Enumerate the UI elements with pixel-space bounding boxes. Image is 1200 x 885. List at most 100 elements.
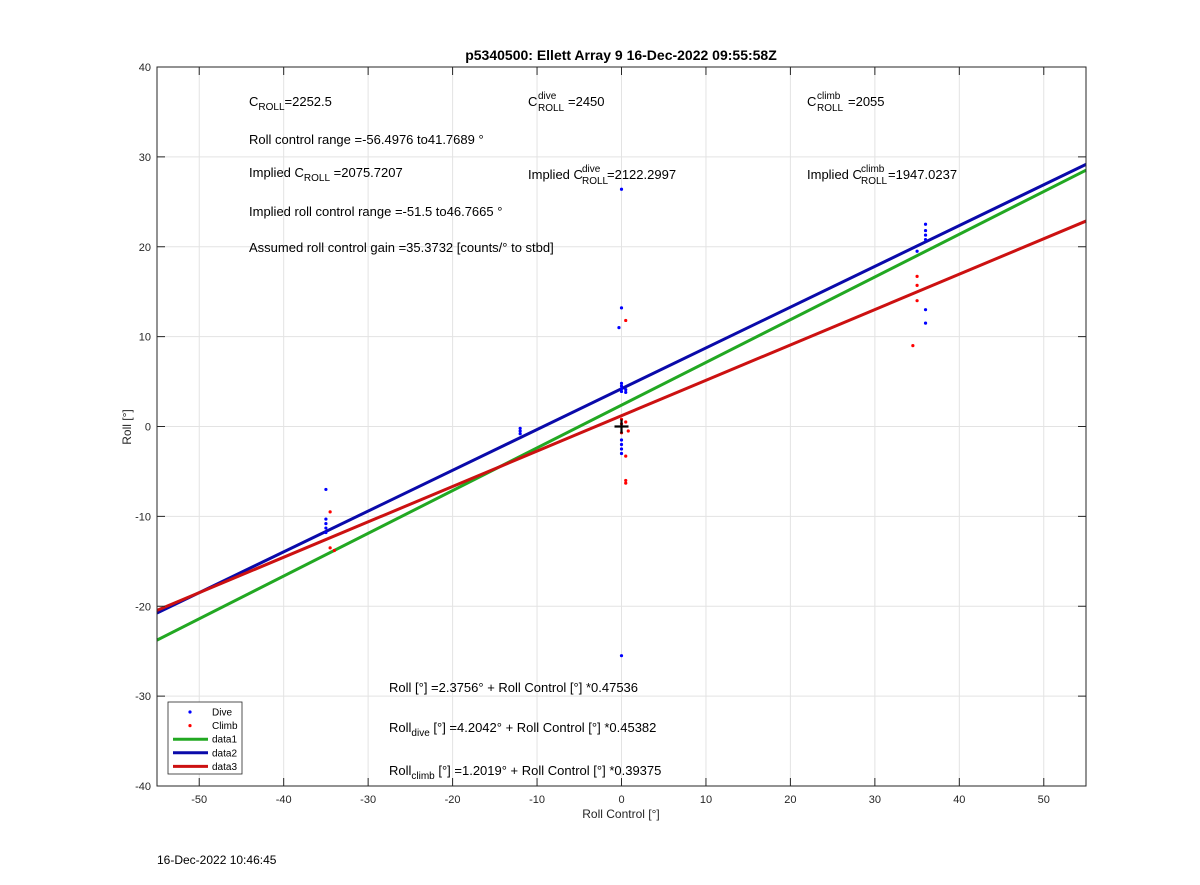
point-dive — [923, 228, 928, 233]
x-tick-label: 50 — [1038, 794, 1050, 806]
point-dive — [619, 442, 624, 447]
svg-text:ROLL: ROLL — [582, 176, 609, 187]
legend-label: data2 — [212, 748, 237, 759]
svg-text:ROLL: ROLL — [861, 176, 888, 187]
point-dive — [915, 249, 919, 253]
point-climb — [624, 454, 628, 458]
svg-text:=2055: =2055 — [848, 94, 885, 109]
x-tick-label: -50 — [191, 794, 207, 806]
x-tick-label: -10 — [529, 794, 545, 806]
svg-text:=2450: =2450 — [568, 94, 605, 109]
annotation-implied-c-dive: Implied C dive ROLL =2122.2997 — [528, 164, 676, 187]
y-tick-label: -30 — [135, 691, 151, 703]
axis-ticks: -50 -40 -30 -20 -10 0 10 20 30 40 50 -40 -30 -20 -10 0 1… — [135, 62, 1086, 806]
annotation-c-dive: C dive ROLL =2450 — [528, 91, 605, 114]
point-dive — [923, 237, 928, 242]
point-dive — [619, 654, 624, 658]
y-axis-label: Roll [°] — [120, 409, 134, 444]
annotation-implied-c-climb: Implied C climb ROLL =1947.0237 — [807, 164, 957, 187]
x-tick-label: 0 — [618, 794, 624, 806]
legend: Dive Climb data1 data2 data3 — [167, 701, 243, 775]
chart-title: p5340500: Ellett Array 9 16-Dec-2022 09:… — [465, 47, 777, 63]
y-tick-label: 10 — [139, 332, 151, 344]
point-climb — [626, 429, 630, 433]
x-tick-label: 20 — [784, 794, 796, 806]
point-climb — [332, 548, 336, 553]
point-dive — [619, 187, 624, 191]
svg-text:=1947.0237: =1947.0237 — [888, 167, 957, 182]
point-dive — [923, 308, 928, 312]
annotation-c-roll: CROLL=2252.5 — [249, 94, 332, 113]
point-dive — [518, 426, 522, 430]
svg-text:dive: dive — [538, 91, 557, 102]
svg-text:C: C — [528, 94, 537, 109]
point-dive — [619, 438, 624, 442]
point-climb — [915, 274, 919, 279]
point-climb — [624, 481, 628, 485]
point-dive — [923, 233, 928, 237]
y-tick-label: 20 — [139, 242, 151, 254]
point-dive — [324, 487, 328, 492]
y-tick-label: -40 — [135, 781, 151, 793]
point-climb — [624, 420, 628, 424]
x-axis-label: Roll Control [°] — [582, 807, 660, 821]
point-dive — [518, 429, 522, 433]
point-climb — [915, 299, 919, 303]
point-dive — [324, 521, 328, 526]
point-dive — [619, 381, 624, 385]
svg-text:climb: climb — [817, 91, 841, 102]
point-dive — [619, 387, 624, 391]
legend-marker-dive — [188, 710, 192, 714]
annotation-implied-c-roll: Implied CROLL =2075.7207 — [249, 165, 403, 184]
svg-text:ROLL: ROLL — [538, 103, 565, 114]
point-climb — [624, 478, 628, 483]
legend-marker-climb — [188, 724, 192, 728]
svg-text:Implied C: Implied C — [528, 167, 583, 182]
annotation-roll-range: Roll control range =-56.4976 to41.7689 ° — [249, 132, 484, 147]
y-tick-label: 30 — [139, 152, 151, 164]
point-dive — [624, 388, 628, 392]
point-dive — [923, 222, 928, 226]
fit-line-data3 — [156, 219, 1087, 612]
fit-line-data1 — [156, 168, 1087, 642]
legend-label: Dive — [212, 708, 232, 719]
svg-text:C: C — [807, 94, 816, 109]
point-dive — [923, 321, 928, 325]
point-climb — [624, 318, 628, 323]
point-dive — [619, 389, 624, 394]
y-tick-label: -10 — [135, 511, 151, 523]
point-dive — [619, 306, 624, 310]
legend-label: data3 — [212, 762, 237, 773]
equation-all: Roll [°] =2.3756° + Roll Control [°] *0.… — [389, 680, 638, 695]
point-climb — [328, 510, 332, 514]
y-tick-label: 0 — [145, 422, 151, 434]
x-tick-label: -20 — [445, 794, 461, 806]
point-dive — [324, 517, 328, 521]
point-dive — [624, 390, 628, 394]
point-dive — [619, 447, 624, 451]
annotation-gain: Assumed roll control gain =35.3732 [coun… — [249, 240, 554, 255]
footer-timestamp: 16-Dec-2022 10:46:45 — [157, 853, 277, 867]
data-points — [324, 187, 928, 658]
origin-marker — [614, 419, 629, 434]
point-climb — [328, 546, 332, 550]
equation-dive: Rolldive [°] =4.2042° + Roll Control [°]… — [389, 720, 656, 739]
svg-text:dive: dive — [582, 164, 601, 175]
point-dive — [324, 530, 328, 535]
x-tick-label: 30 — [869, 794, 881, 806]
point-dive — [324, 526, 328, 530]
legend-label: Climb — [212, 721, 238, 732]
svg-text:=2122.2997: =2122.2997 — [607, 167, 676, 182]
x-tick-label: 10 — [700, 794, 712, 806]
x-tick-label: 40 — [953, 794, 965, 806]
point-dive — [617, 326, 621, 330]
svg-text:Implied C: Implied C — [807, 167, 862, 182]
svg-text:climb: climb — [861, 164, 885, 175]
annotation-c-climb: C climb ROLL =2055 — [807, 91, 885, 114]
point-climb — [915, 283, 919, 287]
annotation-implied-range: Implied roll control range =-51.5 to46.7… — [249, 204, 502, 219]
point-dive — [619, 451, 624, 456]
equation-climb: Rollclimb [°] =1.2019° + Roll Control [°… — [389, 763, 661, 782]
y-tick-label: 40 — [139, 62, 151, 74]
